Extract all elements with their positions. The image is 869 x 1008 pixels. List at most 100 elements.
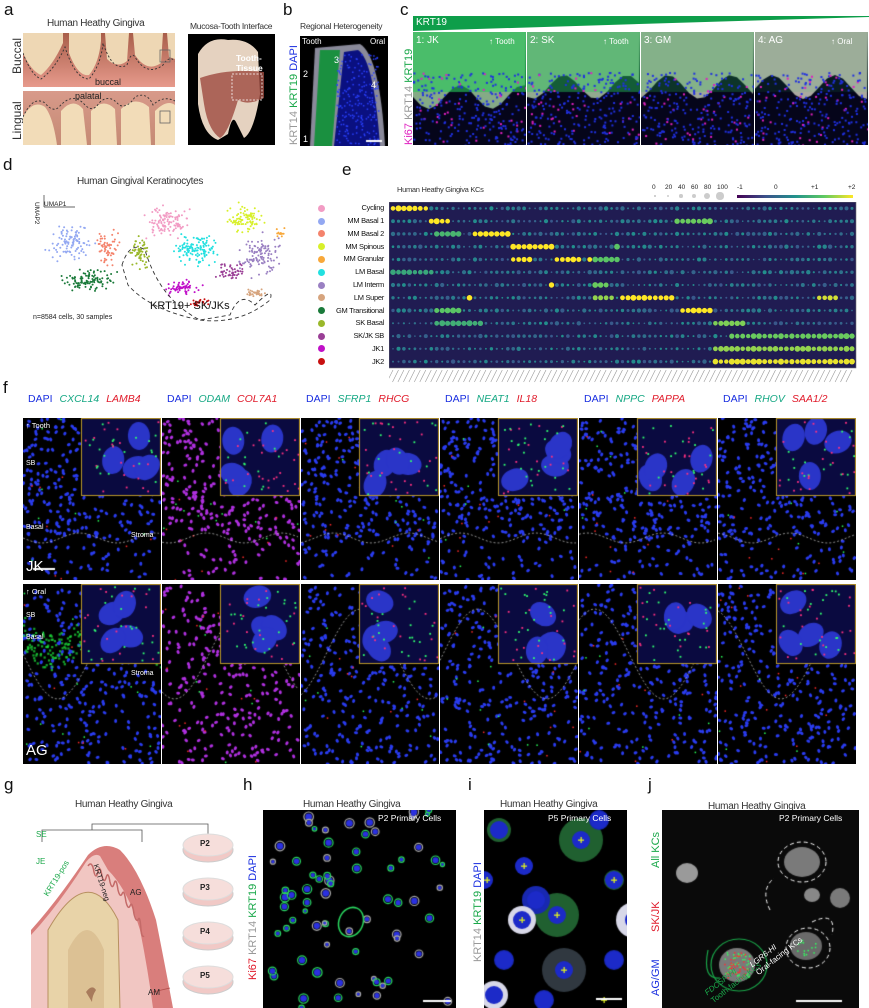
umap-point — [239, 211, 242, 214]
dotplot-dot — [756, 333, 762, 339]
dotplot-dot — [567, 220, 569, 223]
dotplot-dot — [582, 347, 586, 351]
dotplot-dot — [533, 309, 537, 312]
dotplot-dot — [823, 220, 826, 223]
dotplot-dot — [692, 258, 695, 261]
dotplot-dot — [484, 334, 488, 338]
dotplot-dot — [834, 258, 837, 261]
dotplot-dot — [778, 358, 784, 365]
umap-point — [114, 248, 117, 251]
umap-point — [52, 233, 55, 236]
dotplot-dot — [794, 345, 801, 352]
dotplot-dot — [725, 296, 728, 299]
dotplot-dot — [653, 219, 658, 224]
dotplot-dot — [506, 309, 510, 312]
dotplot-dot — [528, 219, 531, 223]
umap-point — [76, 230, 78, 232]
dotplot-dot — [506, 334, 510, 338]
umap-point — [64, 238, 66, 241]
dotplot-dot — [730, 207, 734, 210]
dotplot-dot — [746, 321, 750, 325]
umap-point — [221, 273, 224, 276]
dotplot-dot — [511, 270, 515, 274]
dotplot-dot — [506, 360, 510, 364]
dotplot-dot — [594, 220, 597, 223]
umap-point — [212, 252, 215, 255]
dotplot-dot — [446, 360, 450, 364]
umap-point — [225, 271, 227, 274]
umap-point — [175, 222, 178, 225]
dotplot-dot — [718, 320, 724, 326]
dotplot-dot — [588, 232, 591, 236]
umap-point — [148, 221, 151, 224]
umap-point — [93, 270, 95, 273]
direction-label: ↑ Tooth — [26, 421, 51, 430]
dotplot-dot — [680, 334, 685, 338]
dotplot-dot — [630, 294, 637, 301]
dotplot-dot — [664, 219, 668, 223]
dotplot-dot — [556, 360, 558, 363]
umap-point — [202, 240, 204, 243]
dotplot-dot — [588, 309, 591, 312]
umap-point — [197, 289, 200, 292]
dotplot-dot — [620, 360, 625, 364]
dotplot-dot — [544, 232, 548, 236]
dotplot-dot — [752, 321, 756, 325]
umap-point — [106, 274, 109, 277]
dotplot-dot — [434, 244, 439, 249]
size-legend-dot — [716, 192, 724, 200]
dotplot-dot — [424, 258, 428, 261]
dotplot-dot — [675, 334, 679, 338]
dotplot-dot — [548, 282, 555, 288]
umap-point — [203, 303, 206, 305]
dotplot-dot — [500, 321, 504, 325]
umap-point — [60, 237, 63, 240]
dotplot-dot — [534, 347, 536, 350]
umap-point — [169, 233, 172, 236]
umap-point — [236, 274, 238, 277]
umap-point — [58, 236, 61, 239]
dotplot-dot — [834, 270, 838, 274]
umap-point — [180, 214, 183, 217]
dotplot-dot — [692, 232, 695, 235]
umap-point — [262, 258, 265, 261]
dapi-label: DAPI — [584, 393, 609, 405]
dotplot-dot — [752, 296, 756, 300]
dotplot-dot — [675, 283, 680, 287]
gene-tick-label — [845, 369, 853, 383]
umap-point — [76, 239, 79, 242]
dotplot-dot — [762, 257, 767, 262]
dotplot-dot — [473, 334, 477, 338]
umap-point — [112, 253, 115, 255]
dotplot-dot — [506, 219, 510, 223]
stain-ki67: Ki67 — [247, 957, 259, 980]
dotplot-dot — [757, 296, 761, 300]
region-4: 4 — [371, 80, 377, 90]
umap-point — [94, 288, 97, 290]
dotplot-dot — [494, 231, 500, 237]
dotplot-dot — [439, 320, 446, 327]
umap-point — [106, 264, 109, 267]
dotplot-dot — [445, 295, 450, 300]
umap-point — [86, 270, 89, 273]
dotplot-dot — [627, 284, 629, 286]
buccal-label: Buccal — [10, 37, 24, 74]
umap-point — [202, 245, 205, 248]
umap-point — [55, 248, 58, 251]
umap-point — [203, 254, 206, 257]
dotplot-dot — [654, 322, 657, 325]
dotplot-dot — [807, 207, 810, 210]
dotplot-dot — [669, 295, 675, 301]
umap-point — [53, 247, 56, 250]
dotplot-dot — [779, 244, 783, 249]
dotplot-dot — [811, 346, 816, 351]
jk-fish-image — [301, 418, 439, 580]
umap-point — [255, 292, 258, 295]
dotplot-dot — [691, 270, 696, 275]
dotplot-dot — [834, 207, 837, 210]
dotplot-dot — [418, 269, 423, 275]
dotplot-dot — [608, 256, 615, 263]
umap-point — [280, 235, 283, 238]
dotplot-dot — [681, 258, 684, 261]
dotplot-dot — [610, 207, 613, 210]
